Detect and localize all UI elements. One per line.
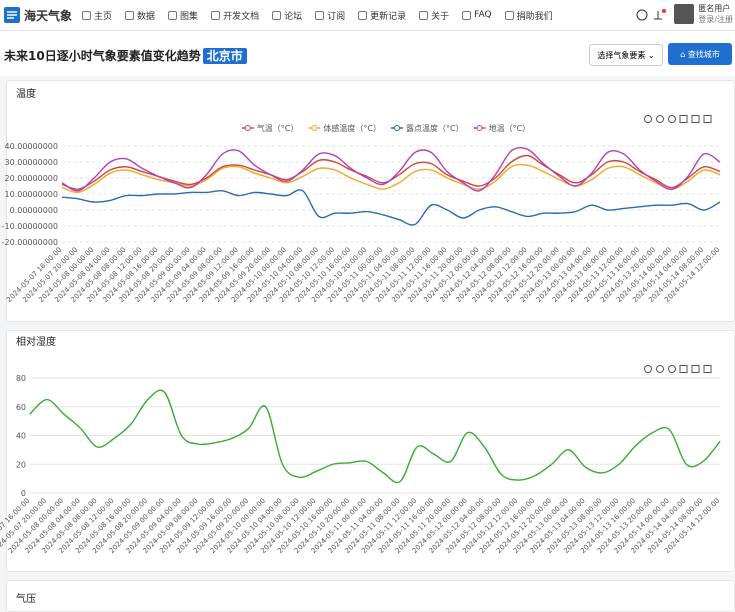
tool-icon [656, 365, 664, 373]
nav-label: 图集 [180, 11, 199, 22]
y-tick-label: 10.00000000 [5, 190, 58, 199]
y-tick-label: -20.00000000 [2, 238, 58, 247]
nav-item[interactable]: 关于 [419, 9, 449, 22]
tool-icon [644, 115, 652, 123]
user[interactable]: 匿名用户登录/注册 [674, 3, 733, 25]
avatar [674, 4, 695, 24]
login-link[interactable]: 登录/注册 [698, 15, 733, 24]
nav-label: 关于 [431, 11, 450, 22]
line-series [61, 189, 721, 226]
tool-icon [668, 365, 676, 373]
nav-item[interactable]: 论坛 [272, 9, 302, 22]
y-tick-label: 60 [16, 403, 26, 412]
card [6, 330, 735, 572]
line-series [61, 154, 721, 190]
brand[interactable]: 海天气象 [4, 7, 72, 24]
tool-icon [703, 115, 712, 123]
y-tick-label: 40.00000000 [5, 142, 58, 151]
tool-icon [691, 115, 700, 123]
search-button[interactable]: ⌂ 查找城市 [668, 43, 732, 65]
y-tick-label: 80 [16, 374, 26, 383]
legend: 气温（°C） 体感温度（°C） 露点温度（°C） 地温（°C） [241, 123, 531, 133]
nav-label: 订阅 [327, 11, 346, 22]
y-tick-label: 30.00000000 [5, 158, 58, 167]
card [6, 80, 735, 322]
user-name: 匿名用户 [698, 4, 731, 13]
y-tick-label: 0.00000000 [10, 206, 58, 215]
legend-label: 地温（°C） [489, 123, 531, 133]
nav-icon [504, 10, 514, 20]
legend-swatch [311, 125, 318, 131]
legend-swatch [244, 125, 251, 131]
nav-label: 主页 [94, 11, 113, 22]
logo [4, 7, 20, 23]
nav-label: 数据 [137, 11, 156, 22]
brand-name: 海天气象 [24, 8, 73, 23]
tool-icon [668, 115, 676, 123]
line-series [29, 389, 721, 484]
nav-label: 更新记录 [370, 11, 407, 22]
y-tick-label: 20 [16, 460, 26, 469]
nav-item[interactable]: 订阅 [315, 9, 345, 22]
toolbox [644, 365, 712, 373]
legend-label: 体感温度（°C） [323, 123, 381, 133]
nav-icon [272, 10, 282, 20]
nav-label: FAQ [474, 10, 492, 20]
chart-title: 温度 [16, 87, 36, 100]
nav-icon [419, 10, 429, 20]
header: 未来10日逐小时气象要素值变化趋势 北京市 选择气象要素 ⌄ ⌂ 查找城市 [0, 31, 735, 76]
navbar: 海天气象 主页 数据 图集 开发文档 论坛 订阅 更新记录 关于 FAQ 捐助我们 匿名用户登录/… [0, 0, 735, 31]
legend-swatch [476, 125, 483, 131]
nav-icon [125, 10, 135, 20]
nav-items: 主页 数据 图集 开发文档 论坛 订阅 更新记录 关于 FAQ 捐助我们 [82, 9, 566, 22]
tool-icon [691, 365, 700, 373]
nav-icons [636, 9, 666, 21]
select-label: 选择气象要素 [597, 50, 646, 60]
nav-item[interactable]: 捐助我们 [504, 9, 553, 22]
nav-icon [315, 10, 325, 20]
y-tick-label: 40 [16, 432, 26, 441]
nav-label: 捐助我们 [516, 11, 553, 22]
title-text: 未来10日逐小时气象要素值变化趋势 [4, 49, 201, 63]
search-label: 查找城市 [687, 49, 720, 59]
city-badge: 北京市 [202, 48, 247, 64]
legend-swatch [394, 125, 400, 131]
legend-label: 露点温度（°C） [406, 123, 464, 133]
nav-item[interactable]: FAQ [462, 9, 492, 22]
tool-icon [679, 115, 688, 123]
nav-icon [82, 10, 92, 20]
select-button[interactable]: 选择气象要素 ⌄ [589, 44, 663, 66]
tool-icon [703, 365, 712, 373]
tool-icon [644, 365, 652, 373]
nav-label: 论坛 [284, 11, 303, 22]
nav-item[interactable]: 开发文档 [211, 9, 259, 22]
tool-icon [679, 365, 688, 373]
nav-item[interactable]: 图集 [168, 9, 198, 22]
nav-item[interactable]: 数据 [125, 9, 155, 22]
legend-label: 气温（°C） [257, 123, 299, 133]
y-tick-label: 20.00000000 [5, 174, 58, 183]
nav-icon [211, 10, 221, 20]
nav-label: 开发文档 [223, 11, 260, 22]
nav-icon [358, 10, 368, 20]
chart-title: 相对湿度 [16, 335, 56, 348]
toolbox [644, 115, 712, 123]
line-series [61, 146, 721, 192]
nav-item[interactable]: 更新记录 [358, 9, 406, 22]
y-tick-label: 0 [21, 489, 26, 498]
nav-item[interactable]: 主页 [82, 9, 112, 22]
nav-icon [462, 10, 472, 20]
page-title: 未来10日逐小时气象要素值变化趋势 北京市 [4, 47, 247, 64]
y-tick-label: -10.00000000 [2, 222, 58, 231]
tool-icon [656, 115, 664, 123]
nav-icon [168, 10, 178, 20]
